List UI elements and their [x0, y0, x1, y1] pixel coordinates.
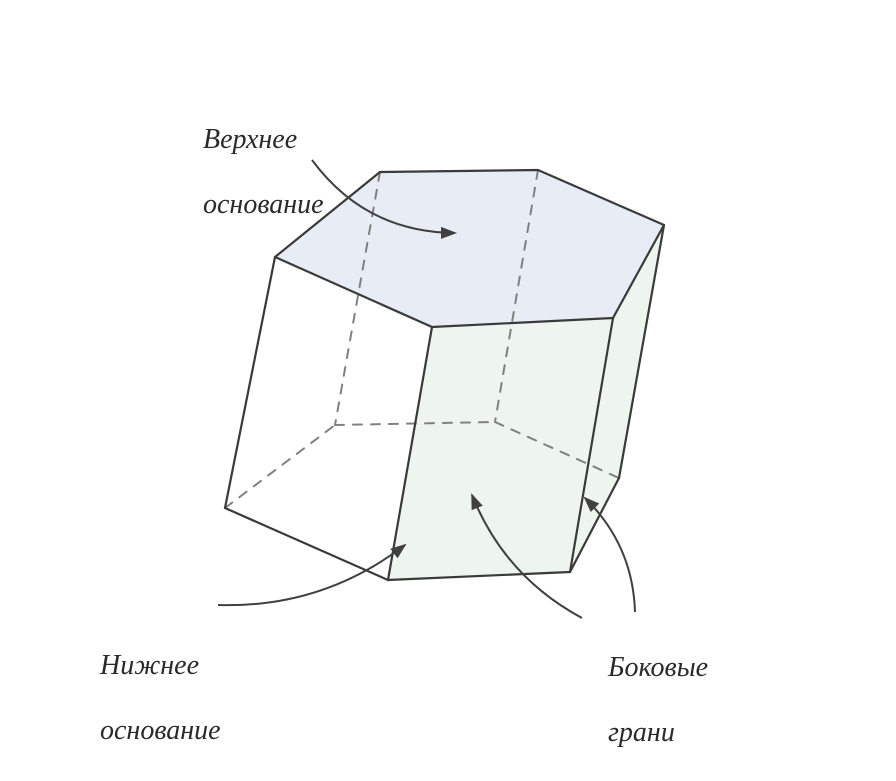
label-bottom-line2: основание [100, 715, 221, 746]
label-top-base: Верхнее основание [175, 92, 324, 253]
label-sides-line1: Боковые [608, 652, 708, 683]
label-bottom-base: Нижнее основание [72, 618, 221, 779]
label-side-faces: Боковые грани [580, 620, 708, 781]
label-top-line2: основание [203, 189, 324, 220]
label-bottom-line1: Нижнее [100, 650, 199, 681]
diagram-stage: Верхнее основание Нижнее основание Боков… [0, 0, 896, 732]
label-sides-line2: грани [608, 717, 675, 748]
label-top-line1: Верхнее [203, 124, 297, 155]
